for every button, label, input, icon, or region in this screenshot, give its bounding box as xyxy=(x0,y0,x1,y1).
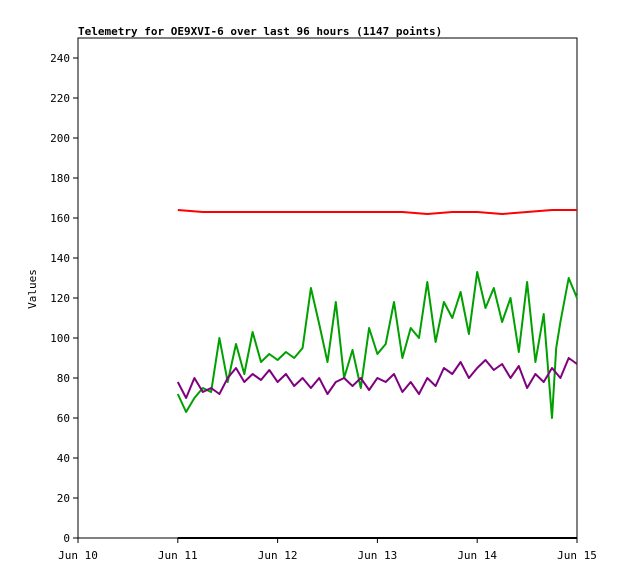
y-tick-label: 0 xyxy=(63,532,70,545)
y-tick-label: 120 xyxy=(50,292,70,305)
x-tick-label: Jun 11 xyxy=(158,549,198,562)
x-tick-label: Jun 10 xyxy=(58,549,98,562)
y-tick-label: 240 xyxy=(50,52,70,65)
y-tick-label: 80 xyxy=(57,372,70,385)
y-tick-label: 220 xyxy=(50,92,70,105)
chart-title: Telemetry for OE9XVI-6 over last 96 hour… xyxy=(78,25,442,38)
series-layer xyxy=(176,209,578,539)
y-axis: 0 20 40 60 80 100 120 140 160 180 200 220 240 xyxy=(50,52,78,545)
y-tick-label: 200 xyxy=(50,132,70,145)
y-tick-label: 60 xyxy=(57,412,70,425)
y-tick-label: 20 xyxy=(57,492,70,505)
series-line-2 xyxy=(176,271,578,419)
y-axis-label: Values xyxy=(26,269,39,309)
y-tick-label: 100 xyxy=(50,332,70,345)
series-line-1 xyxy=(177,209,577,215)
plot-frame xyxy=(77,37,578,539)
x-axis: Jun 10 Jun 11 Jun 12 Jun 13 Jun 14 Jun 15 xyxy=(58,538,597,562)
y-tick-label: 180 xyxy=(50,172,70,185)
y-tick-label: 140 xyxy=(50,252,70,265)
series-line-3 xyxy=(176,357,578,399)
y-tick-label: 160 xyxy=(50,212,70,225)
y-tick-label: 40 xyxy=(57,452,70,465)
x-tick-label: Jun 15 xyxy=(557,549,597,562)
x-tick-label: Jun 12 xyxy=(258,549,298,562)
x-tick-label: Jun 13 xyxy=(358,549,398,562)
x-tick-label: Jun 14 xyxy=(457,549,497,562)
